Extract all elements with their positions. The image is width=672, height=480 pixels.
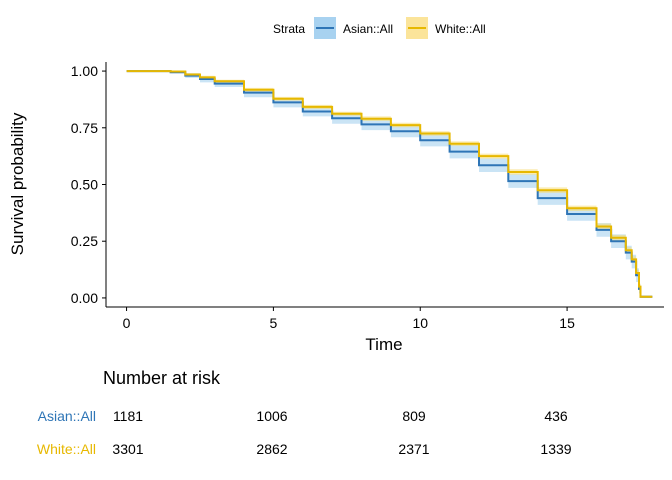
risk-cell: 1006 [256, 408, 287, 424]
x-tick-label: 15 [559, 315, 575, 331]
risk-cell: 2371 [398, 441, 429, 457]
risk-cell: 1339 [540, 441, 571, 457]
survival-curves [126, 70, 653, 298]
y-tick-label: 0.00 [71, 290, 98, 306]
confidence-band-white [126, 71, 653, 298]
confidence-band-asian [126, 71, 653, 298]
risk-table: Number at risk Asian::All White::All 118… [37, 368, 572, 457]
confidence-bands [126, 71, 653, 298]
x-tick-label: 5 [270, 315, 278, 331]
y-axis-ticks: 0.00 0.25 0.50 0.75 1.00 [71, 63, 106, 306]
legend: Strata Asian::All White::All [273, 17, 486, 39]
y-tick-label: 0.50 [71, 177, 98, 193]
y-tick-label: 1.00 [71, 63, 98, 79]
x-tick-label: 10 [412, 315, 428, 331]
x-axis-label: Time [365, 335, 402, 354]
risk-row-label-asian: Asian::All [38, 408, 96, 424]
legend-label-asian: Asian::All [343, 22, 393, 36]
survival-curve-white [126, 70, 653, 298]
risk-table-title: Number at risk [103, 368, 221, 388]
y-tick-label: 0.25 [71, 233, 98, 249]
x-axis-ticks: 0 5 10 15 [123, 307, 575, 331]
legend-label-white: White::All [435, 22, 486, 36]
survival-curve-asian [126, 70, 653, 298]
risk-table-cells: 1181 1006 809 436 3301 2862 2371 1339 [112, 408, 571, 457]
risk-row-label-white: White::All [37, 441, 96, 457]
risk-cell: 809 [402, 408, 426, 424]
x-tick-label: 0 [123, 315, 131, 331]
risk-cell: 436 [544, 408, 568, 424]
risk-cell: 3301 [112, 441, 143, 457]
y-axis-label: Survival probability [8, 112, 27, 255]
risk-cell: 1181 [113, 408, 143, 424]
risk-cell: 2862 [256, 441, 287, 457]
legend-title: Strata [273, 22, 305, 36]
y-tick-label: 0.75 [71, 120, 98, 136]
